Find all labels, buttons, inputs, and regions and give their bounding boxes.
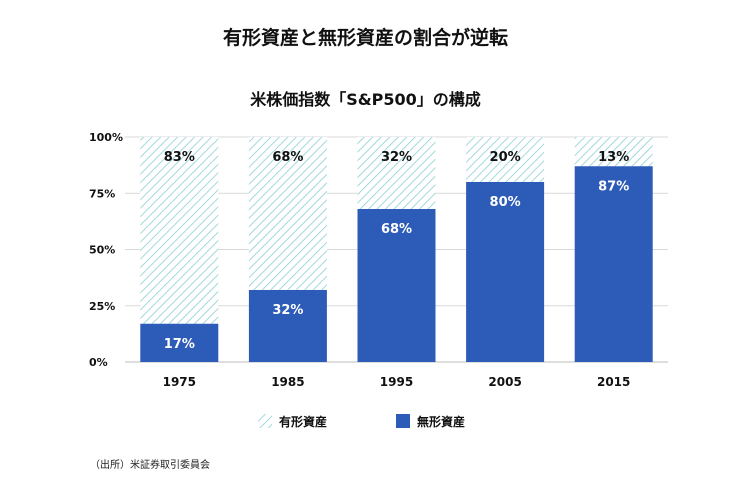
legend-label-intangible: 無形資産 [417, 414, 465, 429]
source-note: （出所）米証券取引委員会 [90, 458, 210, 471]
legend-swatch-tangible [258, 414, 272, 428]
y-tick-label: 25% [89, 300, 115, 313]
bars: 83% 17% 68% 32% 32% 68% 20% 80% 13% 87% [140, 137, 653, 362]
data-label-tangible: 32% [381, 150, 412, 165]
bar-tangible-1995 [357, 137, 436, 209]
x-axis: 1975 1985 1995 2005 2015 [163, 375, 631, 389]
chart-subtitle: 米株価指数「S&P500」の構成 [250, 90, 481, 109]
data-label-tangible: 83% [164, 150, 195, 165]
x-tick-label: 1995 [380, 375, 413, 389]
data-label-intangible: 80% [490, 195, 521, 210]
y-tick-label: 75% [89, 187, 115, 200]
x-tick-label: 2005 [488, 375, 521, 389]
bar-intangible-2015 [574, 166, 653, 362]
legend-swatch-intangible [396, 414, 410, 428]
x-tick-label: 2015 [597, 375, 630, 389]
legend: 有形資産 無形資産 [258, 414, 465, 429]
bar-tangible-1985 [248, 137, 327, 290]
chart-title: 有形資産と無形資産の割合が逆転 [223, 26, 508, 49]
data-label-intangible: 68% [381, 222, 412, 237]
x-tick-label: 1985 [271, 375, 304, 389]
y-tick-label: 100% [89, 131, 123, 144]
bar-intangible-1995 [357, 209, 436, 362]
data-label-tangible: 68% [272, 150, 303, 165]
bar-intangible-2005 [466, 182, 545, 362]
bar-tangible-2015 [574, 137, 653, 167]
data-label-intangible: 17% [164, 337, 195, 352]
data-label-intangible: 87% [598, 179, 629, 194]
bar-tangible-2005 [466, 137, 545, 182]
bar-intangible-1985 [248, 290, 327, 362]
bar-tangible-1975 [140, 137, 219, 324]
y-axis: 0% 25% 50% 75% 100% [89, 131, 123, 369]
legend-label-tangible: 有形資産 [279, 414, 327, 429]
y-tick-label: 50% [89, 244, 115, 257]
data-label-intangible: 32% [272, 303, 303, 318]
data-label-tangible: 13% [598, 150, 629, 165]
bar-intangible-1975 [140, 323, 219, 362]
data-label-tangible: 20% [490, 150, 521, 165]
x-tick-label: 1975 [163, 375, 196, 389]
y-tick-label: 0% [89, 356, 108, 369]
